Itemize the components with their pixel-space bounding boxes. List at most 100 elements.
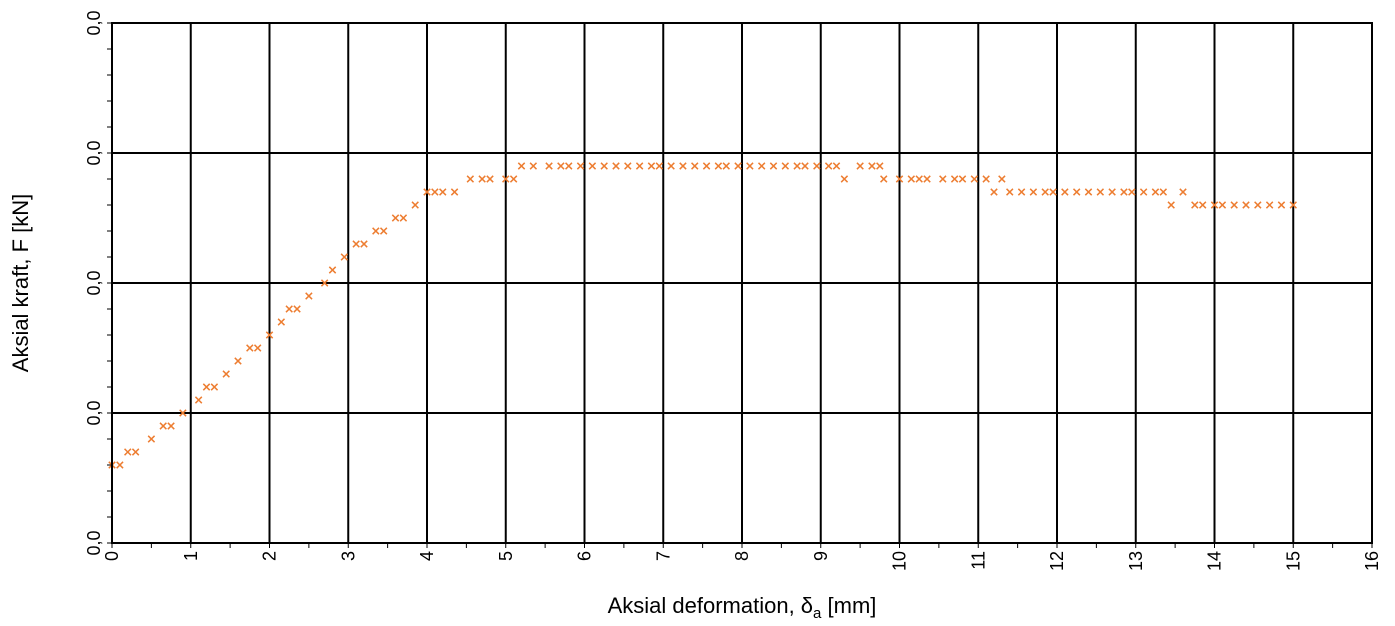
data-point	[1167, 201, 1175, 209]
minor-ticks	[107, 22, 1373, 548]
data-point	[1191, 201, 1199, 209]
data-point	[210, 383, 219, 391]
data-point	[856, 162, 864, 170]
x-tick-label: 0	[102, 551, 122, 561]
data-point	[832, 162, 841, 170]
x-tick-label: 8	[732, 551, 752, 561]
x-axis-title-text: Aksial deformation,	[608, 593, 801, 618]
data-point	[958, 175, 967, 183]
data-point	[360, 240, 368, 248]
data-point	[529, 162, 538, 170]
y-tick-label: 0,0	[84, 270, 104, 295]
x-tick-label: 6	[575, 551, 595, 561]
data-point	[1198, 201, 1207, 209]
data-point	[655, 162, 664, 170]
data-point	[509, 175, 518, 183]
data-point	[679, 162, 687, 170]
data-point	[1072, 188, 1081, 196]
data-point	[391, 214, 400, 222]
data-point	[1254, 201, 1262, 209]
plot-area-border	[111, 22, 1373, 544]
data-point	[194, 396, 203, 404]
data-point	[982, 175, 990, 183]
data-point	[1277, 201, 1286, 209]
data-point	[1128, 188, 1136, 196]
data-point	[131, 448, 140, 456]
y-tick-label: 0,0	[84, 400, 104, 425]
data-point	[714, 162, 723, 170]
data-point	[895, 175, 904, 183]
data-point	[769, 162, 778, 170]
data-point	[253, 344, 262, 352]
data-point	[246, 344, 254, 352]
x-tick-labels: 0 1 2 3 4 5 6 7 8 9 10 11 12 13 14 15 16	[102, 551, 1382, 571]
data-point	[1179, 188, 1187, 196]
data-point	[179, 409, 187, 417]
data-point	[1151, 188, 1160, 196]
data-point	[159, 422, 167, 430]
data-point	[1230, 201, 1238, 209]
x-tick-label: 11	[968, 551, 988, 570]
data-point	[990, 188, 998, 196]
data-point	[667, 162, 675, 170]
data-point	[907, 175, 916, 183]
data-point	[939, 175, 947, 183]
data-point	[147, 435, 156, 443]
data-point	[328, 266, 337, 274]
x-tick-label: 2	[260, 551, 280, 561]
x-tick-label: 4	[417, 551, 437, 561]
data-point	[1242, 201, 1250, 209]
x-axis-title: Aksial deformation, δa [mm]	[608, 593, 877, 622]
data-point	[691, 162, 699, 170]
data-point	[352, 240, 360, 248]
data-point	[305, 292, 313, 300]
y-tick-label: 0,0	[84, 10, 104, 35]
data-point	[624, 162, 632, 170]
data-point	[702, 162, 711, 170]
x-tick-label: 7	[653, 551, 673, 561]
data-point	[285, 305, 293, 313]
x-axis-title-subscript: a	[813, 605, 822, 622]
data-point	[1218, 201, 1227, 209]
data-point	[868, 162, 876, 170]
x-axis-title-unit: [mm]	[821, 593, 876, 618]
data-point	[1159, 188, 1168, 196]
data-point	[202, 383, 211, 391]
data-point	[880, 175, 888, 183]
data-point	[234, 357, 242, 365]
data-point	[399, 214, 408, 222]
x-tick-label: 13	[1126, 551, 1146, 571]
grid-layer	[111, 22, 1373, 544]
data-point	[502, 175, 510, 183]
data-point	[565, 162, 573, 170]
data-point	[876, 162, 884, 170]
x-tick-label: 10	[890, 551, 910, 571]
data-point	[734, 162, 742, 170]
data-point	[1049, 188, 1057, 196]
data-point	[923, 175, 931, 183]
data-point	[557, 162, 565, 170]
data-point	[478, 175, 486, 183]
data-point	[124, 448, 132, 456]
data-point	[379, 227, 388, 235]
data-point	[293, 305, 301, 313]
data-point	[517, 162, 526, 170]
data-point	[1139, 188, 1148, 196]
data-point	[1041, 188, 1049, 196]
data-point	[840, 175, 849, 183]
data-point	[970, 175, 979, 183]
data-point	[423, 188, 431, 196]
data-point	[340, 253, 349, 261]
data-point	[950, 175, 959, 183]
data-point	[1120, 188, 1128, 196]
x-tick-label: 12	[1047, 551, 1067, 571]
data-point	[588, 162, 597, 170]
x-tick-label: 9	[811, 551, 831, 561]
data-point	[635, 162, 644, 170]
data-point	[277, 318, 286, 326]
x-tick-label: 1	[181, 551, 201, 561]
data-point	[450, 188, 459, 196]
data-point	[1017, 188, 1026, 196]
data-point	[320, 279, 329, 287]
data-point	[793, 162, 801, 170]
